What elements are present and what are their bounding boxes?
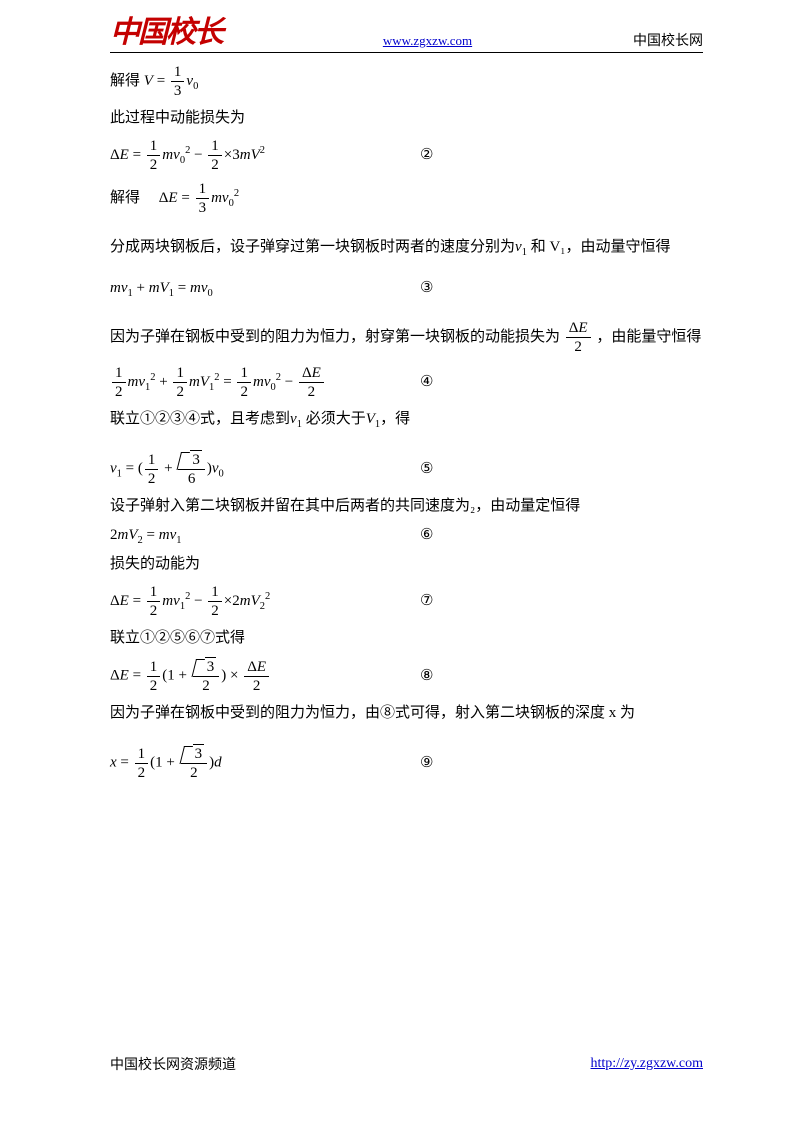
equation-9: x = 12(1 + 32)d ⑨	[110, 744, 703, 782]
para-loss-ke: 此过程中动能损失为	[110, 108, 703, 129]
footer-link[interactable]: http://zy.zgxzw.com	[591, 1056, 704, 1071]
equation-2: ΔE = 12mv02 − 12×3mV2 ②	[110, 137, 703, 174]
equation-3: mv1 + mV1 = mv0 ③	[110, 278, 703, 299]
para-split-plate: 分成两块钢板后，设子弹穿过第一块钢板时两者的速度分别为v1 和 V₁，由动量守恒…	[110, 237, 703, 258]
site-logo: 中国校长	[110, 18, 222, 50]
header-link-wrap: www.zgxzw.com	[383, 32, 472, 50]
para-depth-x: 因为子弹在钢板中受到的阻力为恒力，由⑧式可得，射入第二块钢板的深度 x 为	[110, 703, 703, 724]
label-solve: 解得	[110, 73, 140, 89]
article-body: 解得 V = 13v0 此过程中动能损失为 ΔE = 12mv02 − 12×3…	[110, 63, 703, 782]
equation-6: 2mV2 = mv1 ⑥	[110, 525, 703, 546]
equation-4: 12mv12 + 12mV12 = 12mv02 − ΔE2 ④	[110, 364, 703, 401]
page-header: 中国校长 www.zgxzw.com 中国校长网	[110, 18, 703, 53]
header-link[interactable]: www.zgxzw.com	[383, 33, 472, 48]
equation-8: ΔE = 12(1 + 32) × ΔE2 ⑧	[110, 657, 703, 695]
para-combine-1234: 联立①②③④式，且考虑到v1 必须大于V1，得	[110, 409, 703, 430]
para-loss-ke-2: 损失的动能为	[110, 554, 703, 575]
para-combine-12567: 联立①②⑤⑥⑦式得	[110, 628, 703, 649]
var-V: V	[144, 73, 153, 89]
header-site-name: 中国校长网	[633, 30, 703, 50]
page-footer: 中国校长网资源频道 http://zy.zgxzw.com	[110, 1054, 703, 1074]
para-constant-force: 因为子弹在钢板中受到的阻力为恒力，射穿第一块钢板的动能损失为 ΔE2 ，由能量守…	[110, 319, 703, 356]
equation-5: v1 = (12 + 36)v0 ⑤	[110, 450, 703, 488]
para-second-plate: 设子弹射入第二块钢板并留在其中后两者的共同速度为₂，由动量定恒得	[110, 496, 703, 517]
footer-left-text: 中国校长网资源频道	[110, 1054, 236, 1074]
equation-7: ΔE = 12mv12 − 12×2mV22 ⑦	[110, 583, 703, 620]
